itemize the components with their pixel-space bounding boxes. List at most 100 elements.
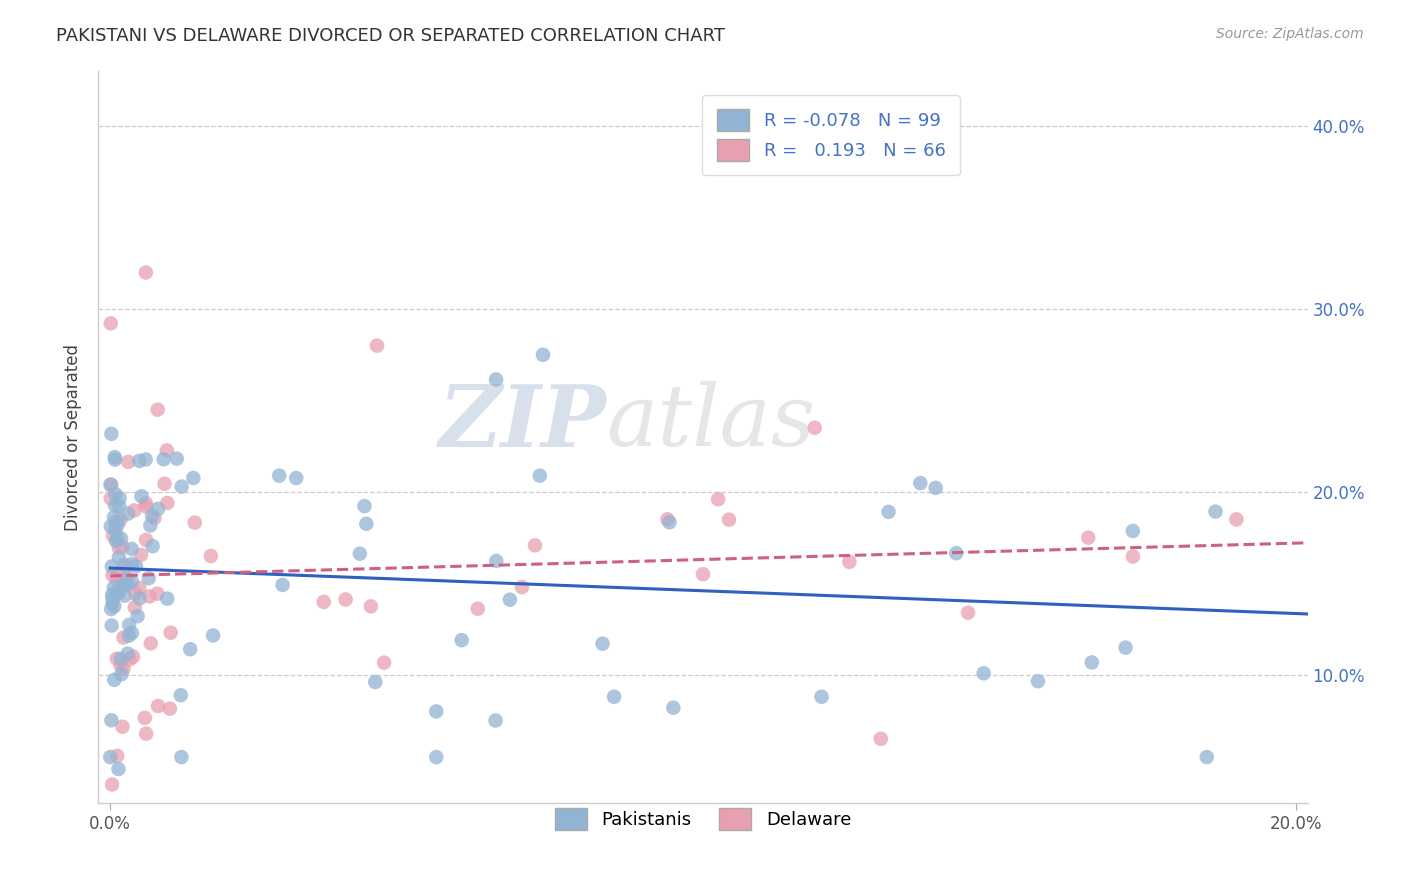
Point [138, 571, 160, 585]
Point [108, 550, 131, 565]
Point [152, 452, 174, 467]
Point [100, 426, 122, 441]
Point [146, 502, 169, 516]
Point [285, 471, 308, 485]
Point [360, 599, 382, 614]
Point [114, 589, 136, 603]
Point [125, 559, 148, 574]
Point [101, 596, 124, 610]
Point [166, 451, 188, 466]
Point [531, 348, 554, 362]
Point [118, 618, 141, 632]
Point [110, 652, 132, 666]
Point [110, 512, 132, 526]
Point [128, 591, 150, 606]
Point [142, 539, 165, 553]
Point [110, 667, 132, 681]
Point [657, 512, 679, 526]
Point [107, 516, 129, 531]
Point [129, 548, 152, 562]
Point [183, 471, 205, 485]
Point [105, 748, 128, 763]
Point [105, 532, 128, 546]
Point [156, 591, 179, 606]
Point [1195, 750, 1218, 764]
Point [139, 636, 162, 650]
Point [524, 538, 547, 552]
Y-axis label: Divorced or Separated: Divorced or Separated [65, 343, 83, 531]
Point [159, 701, 181, 715]
Point [117, 455, 139, 469]
Point [104, 523, 127, 537]
Point [141, 509, 163, 524]
Point [1026, 674, 1049, 689]
Point [103, 510, 125, 524]
Point [373, 656, 395, 670]
Point [127, 609, 149, 624]
Text: PAKISTANI VS DELAWARE DIVORCED OR SEPARATED CORRELATION CHART: PAKISTANI VS DELAWARE DIVORCED OR SEPARA… [56, 27, 725, 45]
Point [146, 698, 169, 713]
Point [135, 266, 157, 280]
Text: atlas: atlas [606, 381, 815, 464]
Point [115, 578, 138, 592]
Point [838, 555, 860, 569]
Point [1122, 524, 1144, 538]
Point [134, 711, 156, 725]
Point [115, 578, 138, 592]
Point [973, 666, 995, 681]
Point [122, 649, 145, 664]
Point [104, 452, 127, 467]
Point [945, 546, 967, 560]
Point [1115, 640, 1137, 655]
Point [910, 476, 932, 491]
Point [108, 499, 131, 513]
Point [200, 549, 222, 563]
Point [1225, 512, 1247, 526]
Point [170, 750, 193, 764]
Point [924, 481, 946, 495]
Point [100, 477, 122, 491]
Point [112, 578, 135, 592]
Text: Source: ZipAtlas.com: Source: ZipAtlas.com [1216, 27, 1364, 41]
Point [107, 586, 129, 600]
Point [117, 571, 139, 585]
Point [124, 600, 146, 615]
Point [877, 505, 900, 519]
Point [170, 688, 193, 702]
Point [156, 496, 179, 510]
Point [269, 468, 291, 483]
Point [111, 540, 134, 554]
Point [485, 372, 508, 386]
Point [100, 477, 122, 491]
Point [117, 507, 139, 521]
Point [662, 700, 685, 714]
Point [100, 618, 122, 632]
Point [101, 528, 124, 542]
Point [101, 591, 124, 606]
Point [135, 452, 157, 467]
Point [425, 705, 447, 719]
Point [153, 476, 176, 491]
Point [111, 720, 134, 734]
Point [118, 652, 141, 666]
Point [138, 590, 160, 604]
Point [100, 317, 122, 331]
Point [170, 480, 193, 494]
Point [658, 516, 681, 530]
Point [271, 578, 294, 592]
Point [159, 625, 181, 640]
Point [450, 633, 472, 648]
Legend: Pakistanis, Delaware: Pakistanis, Delaware [547, 801, 859, 838]
Point [103, 581, 125, 595]
Point [105, 572, 128, 586]
Point [143, 511, 166, 525]
Point [146, 587, 169, 601]
Point [810, 690, 832, 704]
Point [312, 595, 335, 609]
Text: ZIP: ZIP [439, 381, 606, 464]
Point [100, 519, 122, 533]
Point [104, 450, 127, 465]
Point [356, 516, 378, 531]
Point [115, 560, 138, 574]
Point [104, 499, 127, 513]
